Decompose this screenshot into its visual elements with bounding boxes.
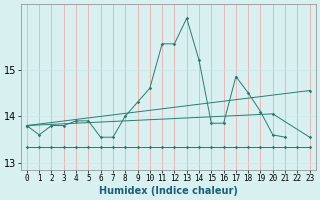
X-axis label: Humidex (Indice chaleur): Humidex (Indice chaleur) — [99, 186, 238, 196]
